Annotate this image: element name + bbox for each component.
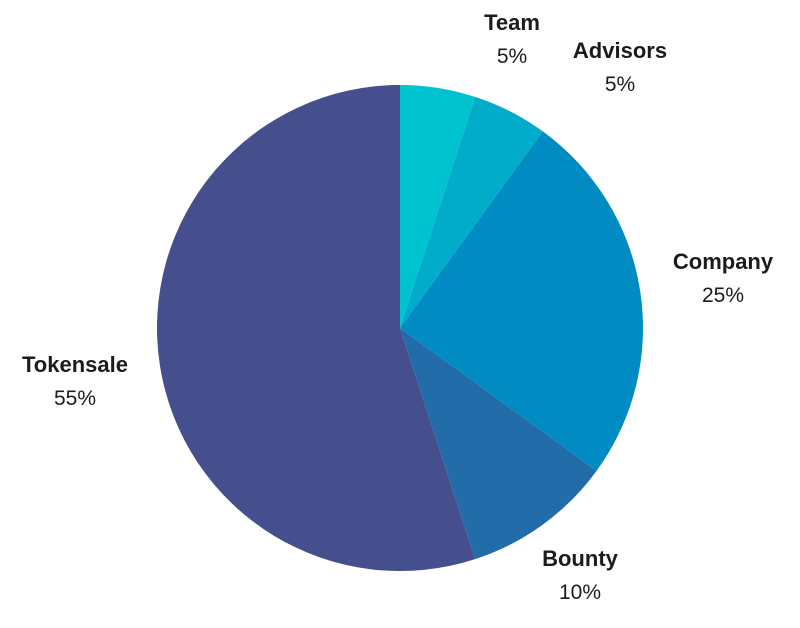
slice-label-bounty: Bounty bbox=[542, 546, 619, 571]
pie-slice-company bbox=[400, 131, 643, 471]
pie-slices bbox=[157, 85, 643, 572]
slice-value-bounty: 10% bbox=[559, 581, 601, 604]
pie-slice-advisors bbox=[400, 96, 543, 328]
slice-label-company: Company bbox=[673, 249, 774, 274]
pie-slice-team bbox=[400, 85, 476, 328]
slice-value-tokensale: 55% bbox=[54, 387, 96, 410]
pie-slice-tokensale bbox=[157, 85, 476, 572]
slice-value-team: 5% bbox=[497, 45, 527, 68]
pie-labels: Team 5% Advisors 5% Company 25% Bounty 10% Token… bbox=[22, 10, 774, 604]
slice-label-team: Team bbox=[484, 10, 540, 35]
slice-label-advisors: Advisors bbox=[573, 38, 667, 63]
slice-label-tokensale: Tokensale bbox=[22, 352, 128, 377]
slice-value-company: 25% bbox=[702, 284, 744, 307]
slice-value-advisors: 5% bbox=[605, 73, 635, 96]
pie-slice-bounty bbox=[400, 328, 597, 560]
